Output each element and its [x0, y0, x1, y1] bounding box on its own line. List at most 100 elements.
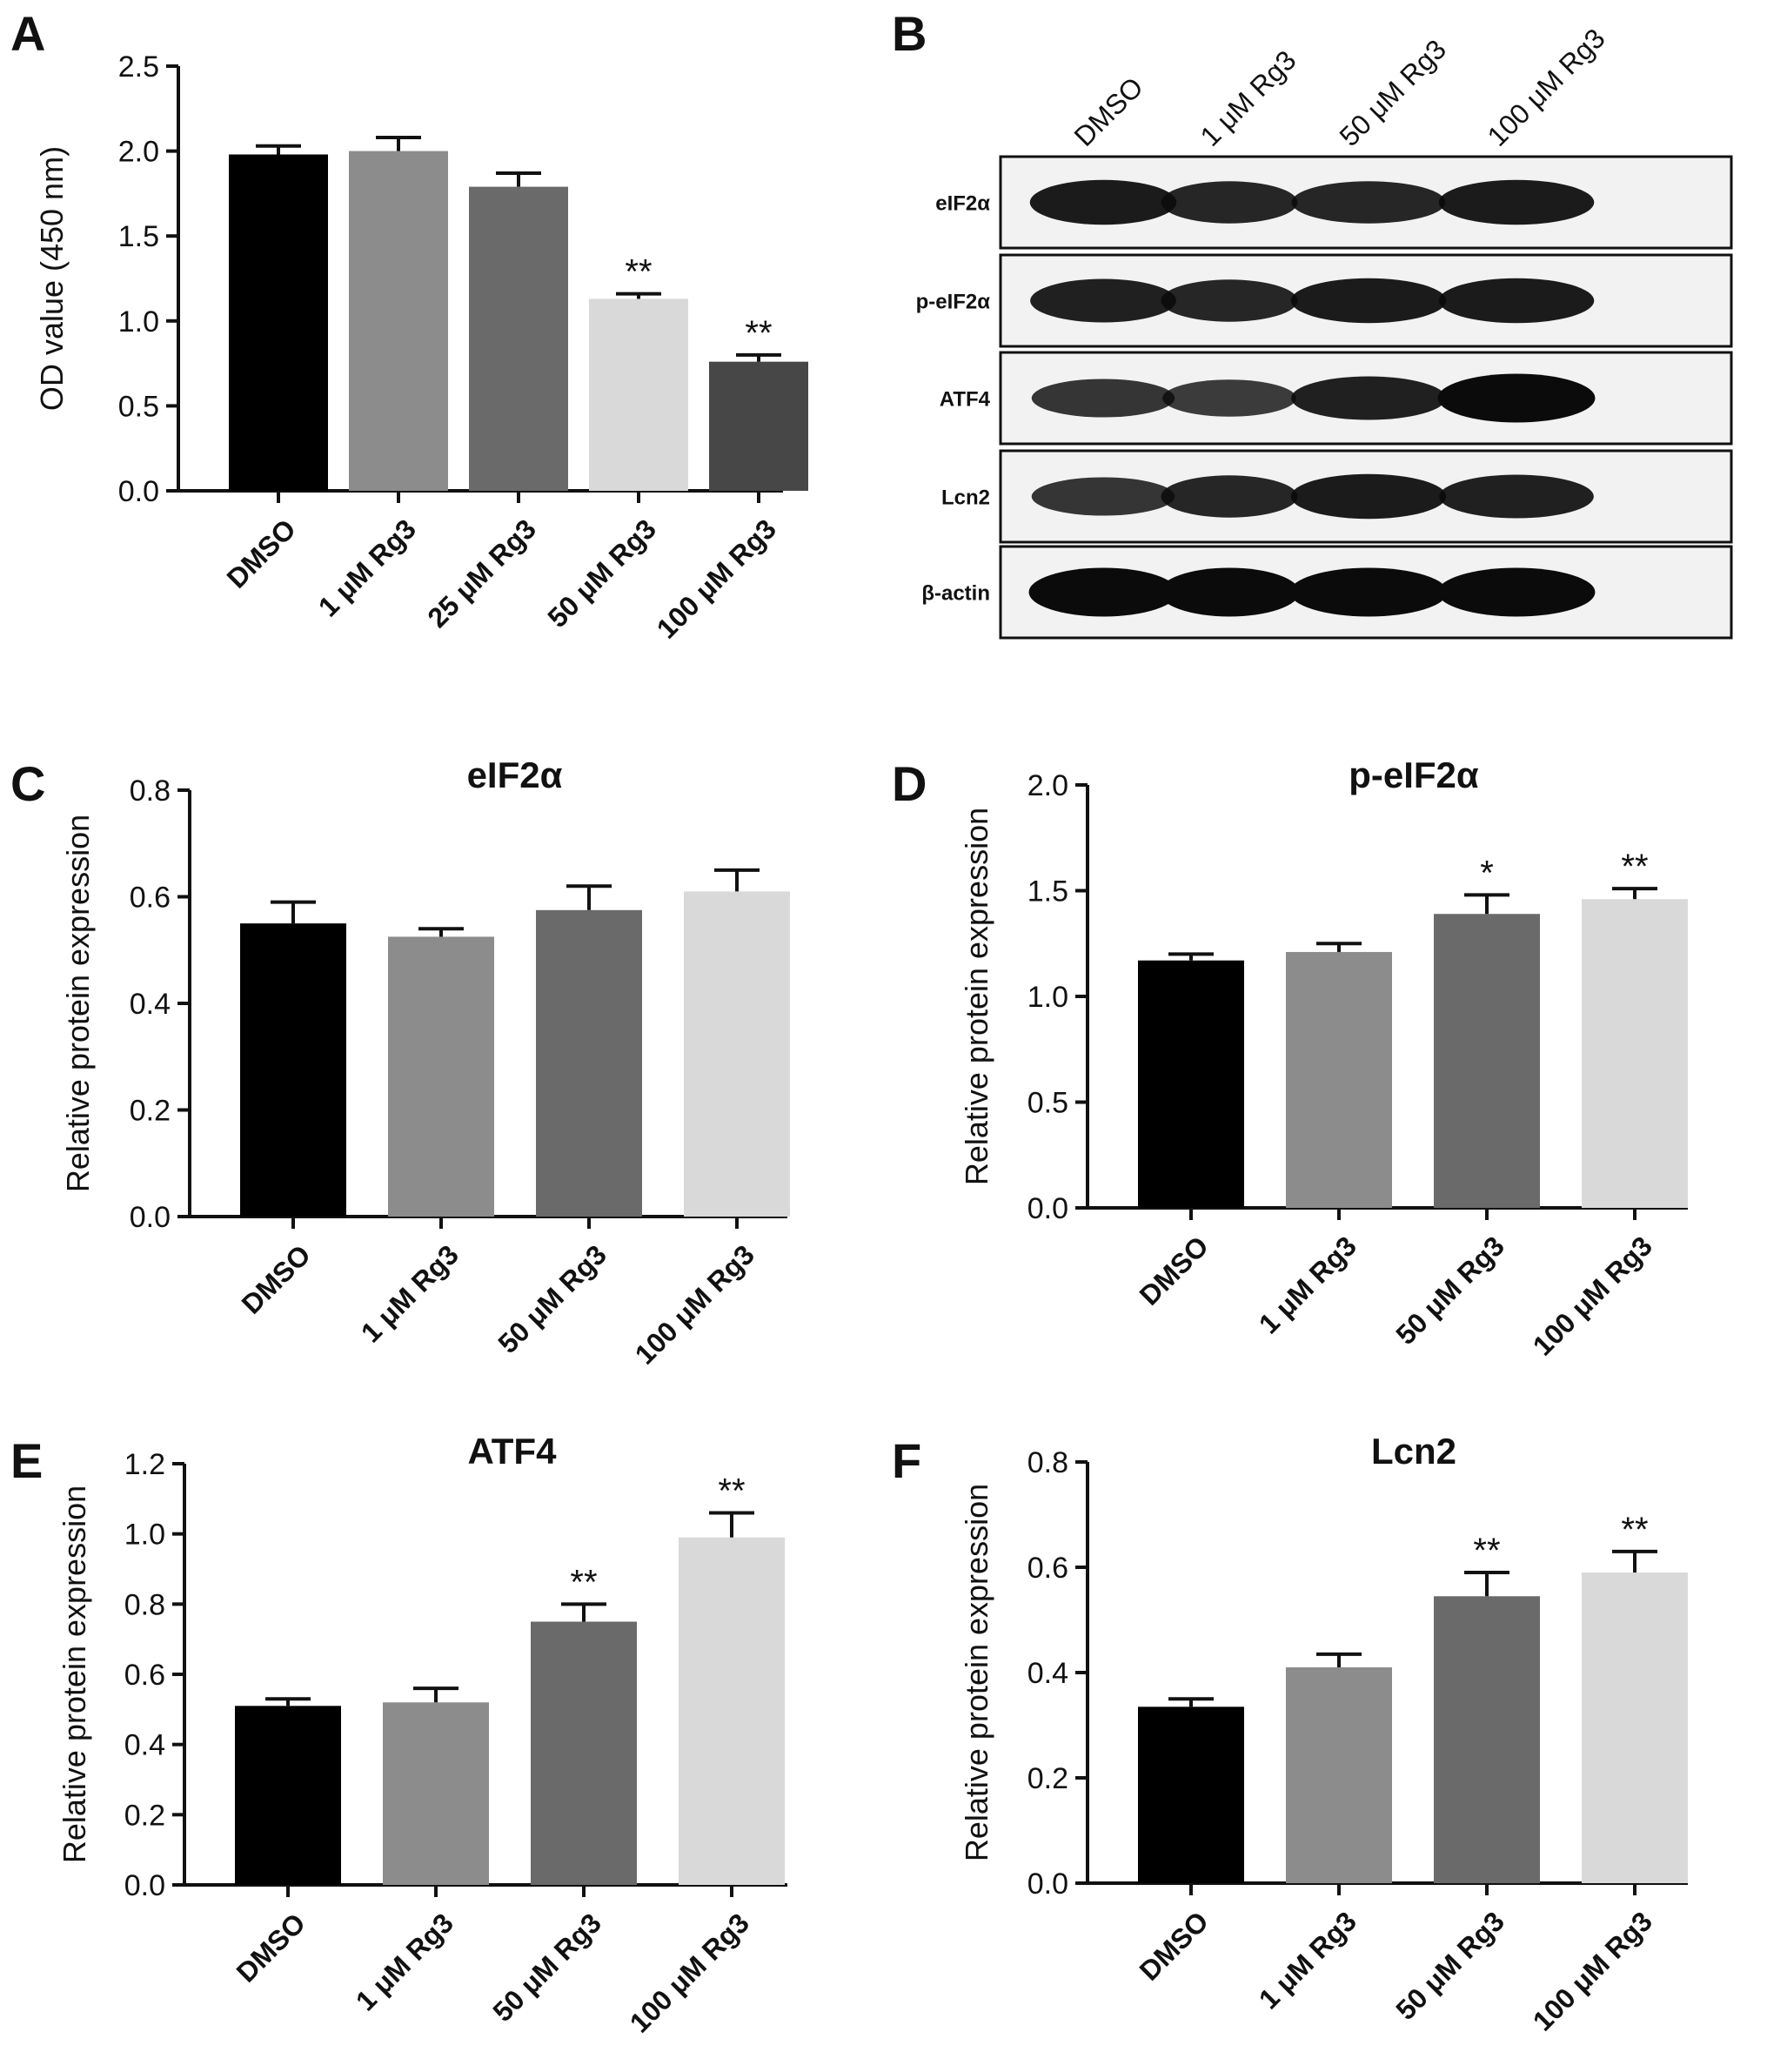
blot-band	[1030, 278, 1176, 323]
y-tick-label: 1.0	[124, 1519, 165, 1552]
category-label: 25 μM Rg3	[421, 513, 542, 634]
blot-band	[1159, 567, 1300, 617]
y-tick-label: 1.5	[1027, 875, 1068, 909]
blot-row-label: p-eIF2α	[916, 291, 991, 314]
category-label: 1 μM Rg3	[1253, 1230, 1362, 1339]
blot-band	[1290, 473, 1447, 520]
chart-panel-e: E ATF4 0.0 0.2 0.4 0.6 0.8 1.0 1.2 Relative prote…	[10, 1431, 787, 2039]
bar	[679, 1537, 785, 1885]
bar	[1582, 1572, 1688, 1883]
panel-letter: D	[892, 756, 927, 811]
category-label: 1 μM Rg3	[355, 1238, 465, 1348]
y-axis-title: OD value (450 nm)	[34, 146, 70, 411]
blot-band	[1291, 376, 1446, 420]
significance-label: **	[625, 253, 652, 292]
category-label: DMSO	[1134, 1905, 1215, 1986]
y-tick-label: 1.0	[1027, 981, 1068, 1014]
panel-letter: A	[10, 6, 45, 61]
category-label: 100 μM Rg3	[1527, 1230, 1658, 1361]
y-tick-label: 0.4	[130, 988, 171, 1021]
y-tick-label: 0.2	[130, 1095, 171, 1128]
blot-band	[1028, 567, 1178, 617]
category-label: 100 μM Rg3	[624, 1907, 755, 2038]
y-tick-label: 2.5	[118, 50, 159, 84]
y-tick-label: 1.2	[124, 1448, 165, 1481]
bar	[531, 1621, 637, 1885]
panel-letter: E	[10, 1433, 43, 1488]
bar	[383, 1702, 489, 1885]
bar	[1286, 951, 1392, 1208]
y-tick-label: 0.0	[130, 1201, 171, 1234]
lane-label: DMSO	[1068, 71, 1148, 152]
category-label: DMSO	[236, 1238, 317, 1319]
western-blot-panel-b: B DMSO 1 μM Rg3 50 μM Rg3 100 μM Rg3 eIF2α p-e…	[892, 6, 1733, 640]
significance-label: **	[745, 314, 772, 352]
significance-label: **	[718, 1472, 745, 1510]
y-axis-title: Relative protein expression	[959, 1484, 994, 1861]
blot-band	[1162, 379, 1296, 417]
blot-band	[1438, 179, 1595, 225]
y-tick-label: 1.5	[118, 220, 159, 253]
y-tick-label: 2.0	[1027, 769, 1068, 802]
category-label: 50 μM Rg3	[1389, 1905, 1510, 2026]
y-tick-label: 0.6	[1027, 1552, 1068, 1585]
blot-band	[1161, 279, 1298, 322]
y-tick-label: 0.8	[130, 774, 171, 808]
bar	[1434, 1596, 1540, 1883]
y-tick-label: 0.6	[124, 1659, 165, 1692]
y-tick-label: 0.8	[124, 1588, 165, 1621]
bar	[240, 923, 346, 1217]
y-tick-label: 0.5	[118, 390, 159, 423]
y-tick-label: 0.0	[124, 1869, 165, 1902]
blot-band	[1161, 181, 1298, 224]
category-label: 1 μM Rg3	[350, 1907, 459, 2016]
blot-row-label: ATF4	[940, 388, 991, 412]
y-tick-label: 0.5	[1027, 1087, 1068, 1120]
blot-row-label: eIF2α	[935, 192, 990, 216]
bar	[229, 154, 328, 491]
chart-title: Lcn2	[1371, 1431, 1456, 1472]
blot-band	[1029, 179, 1177, 225]
lane-label: 100 μM Rg3	[1481, 23, 1610, 152]
y-axis-title: Relative protein expression	[959, 808, 994, 1185]
category-label: 50 μM Rg3	[1389, 1230, 1510, 1351]
lane-label: 50 μM Rg3	[1333, 33, 1452, 152]
blot-band	[1031, 379, 1175, 418]
category-label: 1 μM Rg3	[312, 513, 422, 622]
chart-title: eIF2α	[467, 754, 563, 795]
significance-label: **	[1621, 1511, 1648, 1549]
chart-title: p-eIF2α	[1349, 754, 1479, 795]
y-tick-label: 0.0	[1027, 1867, 1068, 1901]
blot-row-label: β-actin	[921, 582, 990, 606]
significance-label: **	[1473, 1532, 1500, 1570]
bar	[589, 298, 688, 491]
y-tick-label: 0.0	[1027, 1192, 1068, 1225]
y-axis-title: Relative protein expression	[57, 1485, 92, 1863]
significance-label: *	[1480, 854, 1494, 892]
blot-row-label: Lcn2	[941, 486, 990, 510]
panel-letter: C	[10, 756, 45, 811]
bar	[684, 891, 790, 1217]
y-axis-title: Relative protein expression	[60, 815, 96, 1192]
y-tick-label: 1.0	[118, 305, 159, 339]
bar	[1434, 914, 1540, 1208]
bar	[1138, 1707, 1244, 1883]
blot-band	[1437, 373, 1596, 423]
lane-label: 1 μM Rg3	[1194, 44, 1302, 152]
category-label: 50 μM Rg3	[541, 513, 662, 634]
y-tick-label: 0.2	[124, 1799, 165, 1832]
category-label: 100 μM Rg3	[651, 513, 782, 644]
blot-band	[1031, 477, 1175, 516]
blot-band	[1437, 567, 1596, 617]
category-label: 50 μM Rg3	[492, 1238, 612, 1359]
blot-band	[1289, 567, 1448, 617]
significance-label: **	[1621, 848, 1648, 886]
blot-band	[1439, 474, 1594, 519]
y-tick-label: 2.0	[118, 136, 159, 169]
bar	[388, 936, 494, 1217]
blot-band	[1290, 278, 1447, 324]
category-label: 100 μM Rg3	[1527, 1905, 1658, 2036]
